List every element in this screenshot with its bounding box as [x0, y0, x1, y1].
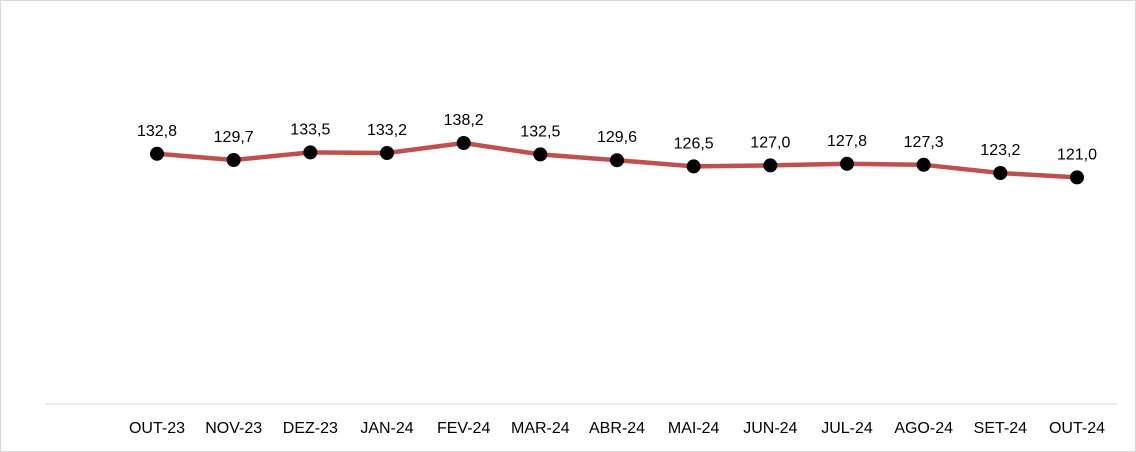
- x-tick-label: JAN-24: [360, 420, 413, 437]
- data-point: [303, 145, 318, 160]
- data-point: [686, 159, 701, 174]
- data-label: 133,5: [290, 121, 330, 138]
- data-point: [916, 157, 931, 172]
- data-label: 132,8: [137, 123, 177, 140]
- series-group: [150, 136, 1084, 185]
- data-point: [840, 156, 854, 171]
- x-tick-label: JUL-24: [821, 420, 873, 437]
- data-label: 121,0: [1057, 146, 1097, 163]
- data-label: 126,5: [674, 135, 714, 152]
- x-tick-label: ABR-24: [589, 420, 645, 437]
- x-tick-label: MAI-24: [668, 420, 720, 437]
- data-label: 123,2: [980, 142, 1020, 159]
- x-tick-label: FEV-24: [437, 420, 490, 437]
- data-point: [993, 166, 1008, 180]
- x-tick-label: DEZ-23: [283, 420, 338, 437]
- x-tick-label-group: OUT-23 NOV-23 DEZ-23 JAN-24 FEV-24 MAR-24 ABR-…: [129, 420, 1105, 437]
- data-point: [533, 147, 548, 162]
- data-point: [226, 153, 241, 167]
- x-tick-label: OUT-24: [1049, 420, 1105, 437]
- data-label: 127,8: [827, 133, 867, 150]
- x-tick-label: AGO-24: [894, 420, 953, 437]
- x-tick-label: JUN-24: [743, 420, 797, 437]
- data-label: 129,6: [597, 129, 637, 146]
- x-tick-label: OUT-23: [129, 420, 185, 437]
- data-label: 127,0: [750, 134, 790, 151]
- x-tick-label: SET-24: [974, 420, 1027, 437]
- data-point: [1070, 170, 1084, 185]
- data-label: 138,2: [444, 112, 484, 129]
- data-label-group: 132,8 129,7 133,5 133,2 138,2 132,5 129,6 126,5…: [137, 112, 1097, 163]
- data-point: [763, 158, 778, 173]
- data-point: [456, 136, 471, 150]
- data-point: [150, 146, 164, 161]
- x-tick-label: MAR-24: [511, 420, 570, 437]
- data-label: 133,2: [367, 122, 407, 139]
- data-point: [380, 146, 394, 160]
- x-tick-label: NOV-23: [205, 420, 262, 437]
- data-label: 127,3: [904, 134, 944, 151]
- data-point: [610, 153, 624, 168]
- data-label: 132,5: [520, 123, 560, 140]
- data-label: 129,7: [214, 129, 254, 146]
